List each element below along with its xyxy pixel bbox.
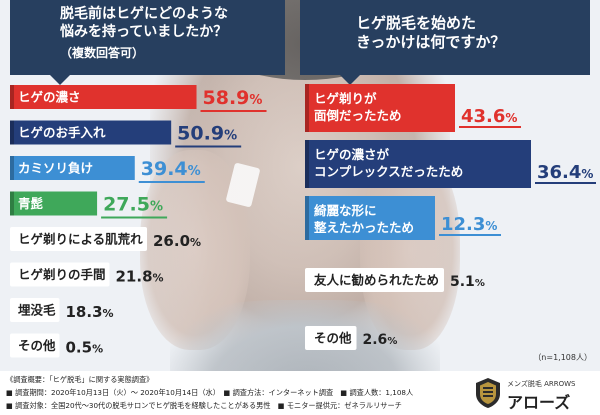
label-box xyxy=(10,262,110,287)
category-label: 友人に勧められたため xyxy=(313,273,439,288)
survey-overview-title: 《調査概要：「ヒゲ脱毛」に関する実態調査》 xyxy=(6,375,154,384)
question-2-header: ヒゲ脱毛を始めた きっかけは何ですか？ xyxy=(300,0,590,85)
value-label: 39.4% xyxy=(141,158,201,180)
speech-tail xyxy=(340,75,360,85)
arrows-shield-logo-icon xyxy=(476,378,500,408)
value-label: 12.3% xyxy=(441,214,497,235)
category-label: ヒゲ剃りの手間 xyxy=(18,267,106,282)
question-2-title: ヒゲ脱毛を始めた きっかけは何ですか？ xyxy=(356,14,506,51)
label-box xyxy=(10,298,60,322)
value-label: 58.9% xyxy=(203,87,263,109)
value-label: 27.5% xyxy=(103,194,163,216)
brand-subtitle: メンズ脱毛 ARROWS xyxy=(507,380,576,388)
value-label: 36.4% xyxy=(537,162,593,183)
label-box xyxy=(305,326,357,350)
speech-tail xyxy=(50,75,70,85)
label-box xyxy=(305,268,444,292)
question-1-subtitle: （複数回答可） xyxy=(60,46,145,60)
survey-details-1: ■ 調査期間：2020年10月13日（火）～ 2020年10月14日（水） ■ … xyxy=(6,388,414,397)
bar xyxy=(10,156,135,180)
category-label: 綺麗な形に整えたかったため xyxy=(314,203,414,235)
brand-logo: メンズ脱毛 ARROWS アローズ xyxy=(475,375,593,412)
bar-accent xyxy=(10,191,14,216)
bar xyxy=(10,120,172,145)
category-label: ヒゲの濃さがコンプレックスだったため xyxy=(314,147,463,179)
category-label: ヒゲ剃りによる肌荒れ xyxy=(18,232,143,247)
bar xyxy=(305,140,531,188)
label-box xyxy=(10,333,60,358)
value-label: 18.3% xyxy=(66,303,114,321)
category-label: 青髭 xyxy=(18,196,44,211)
category-label: 埋没毛 xyxy=(18,303,56,318)
category-label: その他 xyxy=(314,331,352,346)
survey-details-2: ■ 調査対象：全国20代～30代の脱毛サロンでヒゲ脱毛を経験したことがある男性 … xyxy=(6,401,402,410)
label-box xyxy=(10,227,147,251)
category-label: カミソリ負け xyxy=(18,161,93,176)
bar-accent xyxy=(10,156,14,180)
value-label: 26.0% xyxy=(153,232,201,250)
category-label: ヒゲ剃りが面倒だったため xyxy=(314,91,402,123)
value-label: 0.5% xyxy=(66,339,104,357)
value-label: 2.6% xyxy=(363,332,398,348)
value-label: 5.1% xyxy=(450,274,485,290)
bar-accent xyxy=(10,120,14,145)
value-label: 43.6% xyxy=(461,106,517,127)
sample-size-note: （n=1,108人） xyxy=(533,353,592,362)
brand-name: アローズ xyxy=(507,393,571,412)
bar-accent xyxy=(10,85,14,109)
bar-accent xyxy=(305,140,309,188)
bar xyxy=(305,84,455,132)
category-label: ヒゲのお手入れ xyxy=(18,125,106,140)
category-label: その他 xyxy=(18,338,56,353)
question-1-header: 脱毛前はヒゲにどのような 悩みを持っていましたか？ （複数回答可） xyxy=(10,0,285,85)
bar xyxy=(10,85,197,109)
value-label: 21.8% xyxy=(116,268,164,286)
bar-accent xyxy=(305,196,309,240)
question-1-title: 脱毛前はヒゲにどのような 悩みを持っていましたか？ xyxy=(60,6,228,40)
value-label: 50.9% xyxy=(177,123,237,145)
bar-accent xyxy=(305,84,309,132)
bar xyxy=(10,191,98,216)
category-label: ヒゲの濃さ xyxy=(18,90,81,105)
bar xyxy=(305,196,435,240)
